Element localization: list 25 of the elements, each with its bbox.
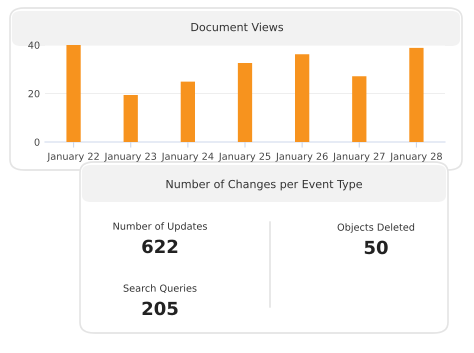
data-label: 622	[142, 240, 178, 254]
bar	[238, 62, 252, 142]
x-tick-label: January 27	[332, 152, 385, 162]
category-label: Number of Updates	[114, 222, 207, 232]
bar	[352, 76, 366, 142]
bar	[66, 45, 81, 142]
x-tick-label: January 26	[275, 152, 328, 162]
y-tick-label: 20	[28, 90, 40, 98]
text: Number of Changes per Event Type	[166, 180, 362, 190]
category-label: Objects Deleted	[338, 223, 414, 233]
y-tick-label: 40	[28, 41, 40, 49]
x-tick-label: January 24	[161, 152, 214, 162]
bar	[295, 54, 310, 142]
y-tick-label: 0	[34, 138, 40, 146]
x-tick-label: January 25	[218, 152, 270, 162]
chart-title: Document Views	[191, 22, 284, 32]
data-label: 205	[142, 302, 178, 316]
x-tick-label: January 22	[46, 152, 99, 162]
data-label: 50	[364, 240, 388, 254]
bar	[124, 94, 138, 142]
bar	[409, 48, 424, 142]
category-label: Search Queries	[124, 284, 197, 293]
x-tick-label: January 28	[390, 152, 442, 162]
bar	[180, 82, 195, 142]
x-tick-label: January 23	[104, 152, 156, 162]
